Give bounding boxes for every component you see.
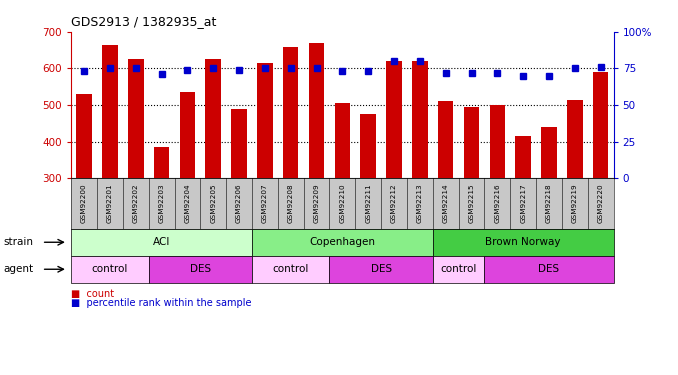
Text: GSM92204: GSM92204	[184, 184, 191, 223]
Bar	[308, 43, 324, 178]
Bar	[541, 127, 557, 178]
Text: control: control	[273, 264, 309, 274]
Text: GDS2913 / 1382935_at: GDS2913 / 1382935_at	[71, 15, 216, 28]
Text: DES: DES	[371, 264, 392, 274]
Text: control: control	[441, 264, 477, 274]
Text: GSM92206: GSM92206	[236, 184, 242, 223]
Text: Brown Norway: Brown Norway	[485, 237, 561, 247]
Text: GSM92220: GSM92220	[598, 184, 603, 223]
Bar	[102, 45, 118, 178]
Text: DES: DES	[190, 264, 211, 274]
Text: DES: DES	[538, 264, 559, 274]
Text: GSM92211: GSM92211	[365, 184, 372, 223]
Text: control: control	[92, 264, 128, 274]
Text: GSM92212: GSM92212	[391, 184, 397, 223]
Text: GSM92209: GSM92209	[313, 184, 319, 223]
Bar	[412, 61, 428, 178]
Text: strain: strain	[3, 237, 33, 247]
Bar	[77, 94, 92, 178]
Bar	[438, 101, 454, 178]
Text: GSM92210: GSM92210	[340, 184, 345, 223]
Bar	[464, 107, 479, 178]
Text: Copenhagen: Copenhagen	[309, 237, 376, 247]
Text: ACI: ACI	[153, 237, 170, 247]
Text: agent: agent	[3, 264, 33, 274]
Text: GSM92207: GSM92207	[262, 184, 268, 223]
Bar	[154, 147, 170, 178]
Bar	[515, 136, 531, 178]
Text: ■  percentile rank within the sample: ■ percentile rank within the sample	[71, 298, 252, 308]
Bar	[567, 99, 582, 178]
Text: GSM92203: GSM92203	[159, 184, 165, 223]
Text: GSM92205: GSM92205	[210, 184, 216, 223]
Text: GSM92219: GSM92219	[572, 184, 578, 223]
Text: GSM92200: GSM92200	[81, 184, 87, 223]
Text: GSM92216: GSM92216	[494, 184, 500, 223]
Bar	[283, 46, 298, 178]
Text: GSM92218: GSM92218	[546, 184, 552, 223]
Text: GSM92215: GSM92215	[468, 184, 475, 223]
Bar	[490, 105, 505, 178]
Text: GSM92214: GSM92214	[443, 184, 449, 223]
Bar	[180, 92, 195, 178]
Text: GSM92201: GSM92201	[107, 184, 113, 223]
Text: GSM92217: GSM92217	[520, 184, 526, 223]
Text: GSM92213: GSM92213	[417, 184, 423, 223]
Bar	[593, 72, 608, 178]
Bar	[335, 103, 350, 178]
Bar	[231, 109, 247, 178]
Bar	[205, 59, 221, 178]
Bar	[361, 114, 376, 178]
Text: GSM92208: GSM92208	[287, 184, 294, 223]
Bar	[386, 61, 402, 178]
Text: ■  count: ■ count	[71, 289, 115, 299]
Bar	[128, 59, 144, 178]
Bar	[257, 63, 273, 178]
Text: GSM92202: GSM92202	[133, 184, 139, 223]
